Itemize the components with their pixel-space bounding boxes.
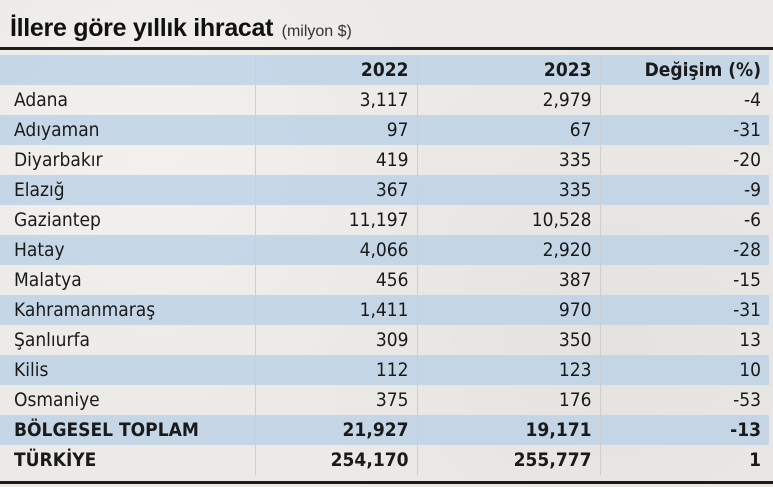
total-2022-cell: 21,927 (254, 415, 417, 445)
header-cell-province (0, 55, 255, 85)
change-cell: -6 (599, 205, 769, 235)
province-cell: Gaziantep (14, 209, 101, 231)
province-cell: Adana (14, 89, 68, 111)
table-row: Osmaniye 375 176 -53 (0, 385, 769, 415)
title-row: İllere göre yıllık ihracat (milyon $) (10, 14, 352, 48)
page-title: İllere göre yıllık ihracat (10, 14, 274, 42)
table-row: Kilis 112 123 10 (0, 355, 769, 385)
total-2022-cell: 254,170 (254, 445, 417, 475)
change-cell: 13 (599, 325, 769, 355)
value-2022-cell: 375 (254, 385, 417, 415)
province-cell: Diyarbakır (14, 149, 103, 171)
value-2023-cell: 67 (416, 115, 600, 145)
change-cell: 10 (599, 355, 769, 385)
province-cell: Elazığ (0, 175, 255, 205)
value-2023-cell: 2,920 (416, 235, 600, 265)
value-2022-cell: 112 (254, 355, 417, 385)
value-2023-cell: 335 (416, 145, 600, 175)
value-2022-cell: 367 (254, 175, 417, 205)
header-cell-change: Değişim (%) (599, 55, 769, 85)
value-2022-cell: 97 (254, 115, 417, 145)
change-cell: -15 (599, 265, 769, 295)
change-cell: -28 (599, 235, 769, 265)
value-2023-cell: 2,979 (416, 85, 600, 115)
value-2023-cell: 10,528 (416, 205, 600, 235)
total-change-cell: -13 (599, 415, 769, 445)
province-cell: Kilis (0, 355, 255, 385)
value-2022-cell: 11,197 (254, 205, 417, 235)
table-row: Diyarbakır 419 335 -20 (0, 145, 769, 175)
top-rule (0, 47, 773, 50)
table-row: Şanlıurfa 309 350 13 (0, 325, 769, 355)
header-cell-2022: 2022 (254, 55, 417, 85)
change-cell: -31 (599, 295, 769, 325)
table-row: Elazığ 367 335 -9 (0, 175, 769, 205)
value-2023-cell: 387 (416, 265, 600, 295)
province-cell: Malatya (14, 269, 82, 291)
total-label-cell: TÜRKİYE (14, 449, 97, 471)
total-label-cell: BÖLGESEL TOPLAM (0, 415, 255, 445)
value-2022-cell: 419 (254, 145, 417, 175)
province-cell: Hatay (0, 235, 255, 265)
value-2023-cell: 335 (416, 175, 600, 205)
table-row: Malatya 456 387 -15 (0, 265, 769, 295)
value-2023-cell: 970 (416, 295, 600, 325)
value-2022-cell: 4,066 (254, 235, 417, 265)
total-row-regional: BÖLGESEL TOPLAM 21,927 19,171 -13 (0, 415, 769, 445)
table-row: Kahramanmaraş 1,411 970 -31 (0, 295, 769, 325)
value-2022-cell: 1,411 (254, 295, 417, 325)
total-change-cell: 1 (599, 445, 769, 475)
change-cell: -4 (599, 85, 769, 115)
change-cell: -20 (599, 145, 769, 175)
value-2023-cell: 176 (416, 385, 600, 415)
province-cell: Adıyaman (0, 115, 255, 145)
table-row: Adıyaman 97 67 -31 (0, 115, 769, 145)
change-cell: -31 (599, 115, 769, 145)
header-row: 2022 2023 Değişim (%) (0, 55, 769, 85)
change-cell: -9 (599, 175, 769, 205)
value-2023-cell: 123 (416, 355, 600, 385)
province-cell: Şanlıurfa (14, 329, 91, 351)
value-2022-cell: 3,117 (254, 85, 417, 115)
bottom-rule (0, 481, 773, 484)
province-cell: Kahramanmaraş (0, 295, 255, 325)
total-2023-cell: 19,171 (416, 415, 600, 445)
table-row: Adana 3,117 2,979 -4 (0, 85, 769, 115)
total-2023-cell: 255,777 (416, 445, 600, 475)
value-2022-cell: 456 (254, 265, 417, 295)
table-row: Hatay 4,066 2,920 -28 (0, 235, 769, 265)
value-2023-cell: 350 (416, 325, 600, 355)
value-2022-cell: 309 (254, 325, 417, 355)
change-cell: -53 (599, 385, 769, 415)
province-cell: Osmaniye (14, 389, 100, 411)
unit-label: (milyon $) (281, 23, 352, 40)
export-table: 2022 2023 Değişim (%) Adana 3,117 2,979 … (0, 55, 769, 475)
header-cell-2023: 2023 (416, 55, 600, 85)
table-row: Gaziantep 11,197 10,528 -6 (0, 205, 769, 235)
total-row-turkiye: TÜRKİYE 254,170 255,777 1 (0, 445, 769, 475)
